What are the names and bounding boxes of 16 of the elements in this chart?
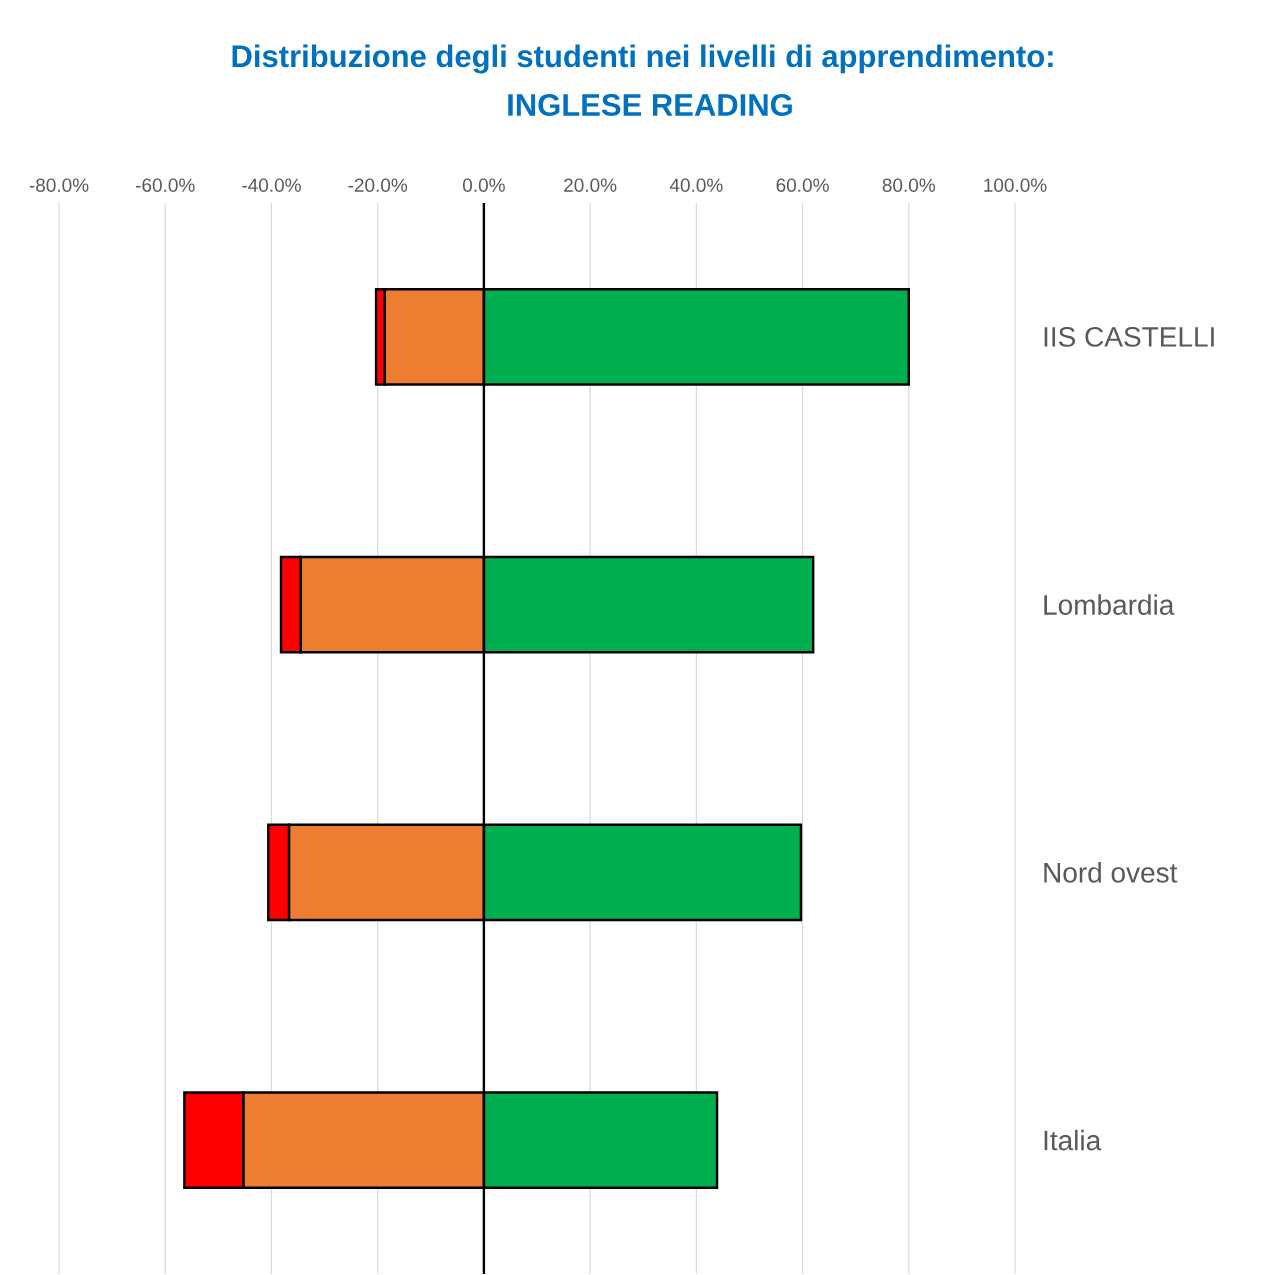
x-tick-label: -60.0% (135, 178, 195, 192)
y-tick-label: Italia (1044, 1129, 1102, 1151)
x-tick-label: 0.0% (462, 178, 505, 192)
x-tick-label: 40.0% (669, 178, 723, 192)
x-tick-label: -20.0% (348, 178, 408, 192)
x-tick-label: -40.0% (242, 178, 301, 192)
x-tick-label: 20.0% (564, 178, 617, 192)
x-tick-label: 80.0% (882, 178, 936, 192)
x-tick-label: -80.0% (29, 178, 89, 192)
chart-title: Distribuzione degli studenti nei livelli di apprendimento: (232, 44, 1053, 74)
chart-subtitle: INGLESE READING (508, 94, 792, 116)
y-tick-label: Lombardia (1044, 594, 1175, 615)
x-tick-label: 100.0% (984, 178, 1047, 192)
x-tick-label: 60.0% (776, 178, 829, 192)
y-tick-label: IIS CASTELLI (1044, 326, 1214, 347)
y-tick-label: Nord ovest (1044, 862, 1178, 883)
